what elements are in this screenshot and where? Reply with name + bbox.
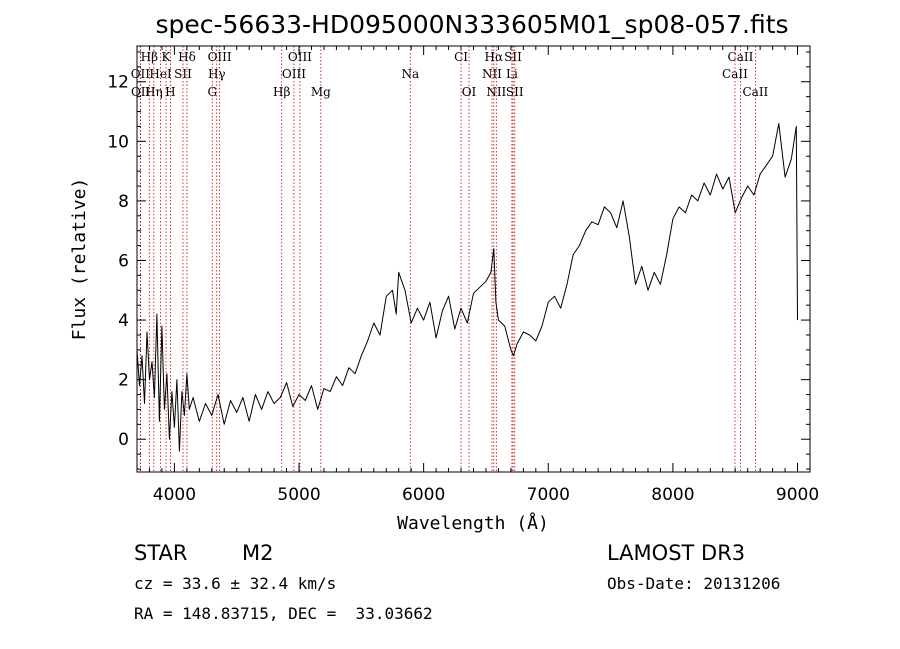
line-label: CaII [742,85,768,99]
line-label: Hα [485,50,504,64]
y-tick-label: 12 [107,73,129,93]
line-label: NII [482,67,502,81]
y-tick-label: 6 [118,251,129,271]
y-tick-label: 8 [118,192,129,212]
x-axis: 4000 5000 6000 7000 8000 9000 [148,46,819,505]
y-tick-label: 4 [118,311,129,331]
line-label: H [165,85,175,99]
x-tick-label: 8000 [651,485,694,505]
x-tick-label: 4000 [153,485,196,505]
line-label: Hβ [273,85,290,99]
line-label: OII [131,67,151,81]
line-label: Hδ [178,50,196,64]
x-tick-label: 5000 [277,485,320,505]
line-label: OI [462,85,477,99]
line-label: SII [504,50,522,64]
line-label: SII [174,67,192,81]
survey-name: LAMOST DR3 [607,541,746,565]
y-axis: 0 2 4 6 8 10 12 [107,51,810,470]
line-label: Mg [311,85,331,99]
x-tick-label: 7000 [527,485,570,505]
line-label: NII [486,85,506,99]
y-tick-label: 10 [107,132,129,152]
line-label: CaII [728,50,754,64]
object-class: STAR [134,541,188,565]
line-label: K [162,50,172,64]
spectrum-line [136,123,798,452]
chart-title: spec-56633-HD095000N333605M01_sp08-057.f… [155,10,788,39]
coordinates-text: RA = 148.83715, DEC = 33.03662 [134,604,433,623]
line-label: Hγ [208,67,226,81]
line-label: CI [454,50,468,64]
y-tick-label: 2 [118,371,129,391]
line-label: Hη [145,85,163,99]
line-markers [139,46,756,472]
obs-date-text: Obs-Date: 20131206 [607,574,781,593]
redshift-text: cz = 33.6 ± 32.4 km/s [134,574,337,593]
line-label: CaII [722,67,748,81]
line-label: OIII [288,50,312,64]
line-label: SII [506,85,524,99]
line-label: Na [401,67,419,81]
x-tick-label: 6000 [402,485,445,505]
line-label: G [207,85,217,99]
y-tick-label: 0 [118,430,129,450]
object-subclass: M2 [242,541,274,565]
y-axis-label: Flux (relative) [69,178,90,341]
x-axis-label: Wavelength (Å) [397,512,549,534]
line-label: Hβ [141,50,158,64]
line-label: Li [506,67,518,81]
line-label: HeI [149,67,172,81]
line-label: OII [131,85,151,99]
x-tick-label: 9000 [776,485,819,505]
series-group [136,123,798,452]
line-label: OIII [282,67,306,81]
line-label: OIII [208,50,232,64]
